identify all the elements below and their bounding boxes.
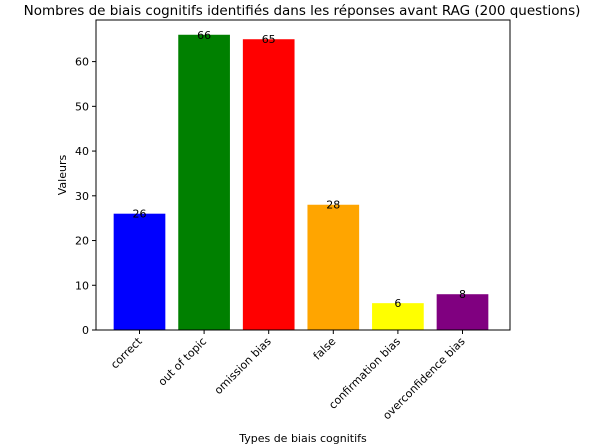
bar-confirmation-bias [372,303,424,330]
y-tick-label: 40 [75,145,89,158]
data-label: 8 [459,288,466,301]
y-tick-label: 50 [75,100,89,113]
bar-false [307,204,360,330]
y-tick-label: 20 [75,235,89,248]
bars-layer: 26 66 65 28 6 8 [113,29,489,331]
y-tick-label: 0 [82,324,89,337]
data-label: 28 [326,199,340,212]
data-label: 26 [133,208,147,221]
x-tick-label: confirmation bias [326,335,403,412]
y-tick-label: 60 [75,56,89,69]
chart-title: Nombres de biais cognitifs identifiés da… [24,3,581,19]
x-tick-label: false [311,335,339,363]
x-tick-label: out of topic [156,335,210,389]
bar-overconfidence-bias [436,294,489,330]
y-axis-label: Valeurs [56,155,69,196]
bar-out-of-topic [178,34,230,331]
bar-correct [113,213,166,330]
data-label: 66 [197,29,211,42]
x-axis-label: Types de biais cognitifs [238,432,367,445]
x-tick-label: correct [108,334,145,371]
x-tick-label: omission bias [212,335,274,397]
plot-frame [95,19,511,331]
data-label: 6 [394,297,401,310]
y-tick-label: 10 [75,279,89,292]
data-label: 65 [262,33,276,46]
y-tick-label: 30 [75,190,89,203]
bar-omission-bias [242,39,295,331]
